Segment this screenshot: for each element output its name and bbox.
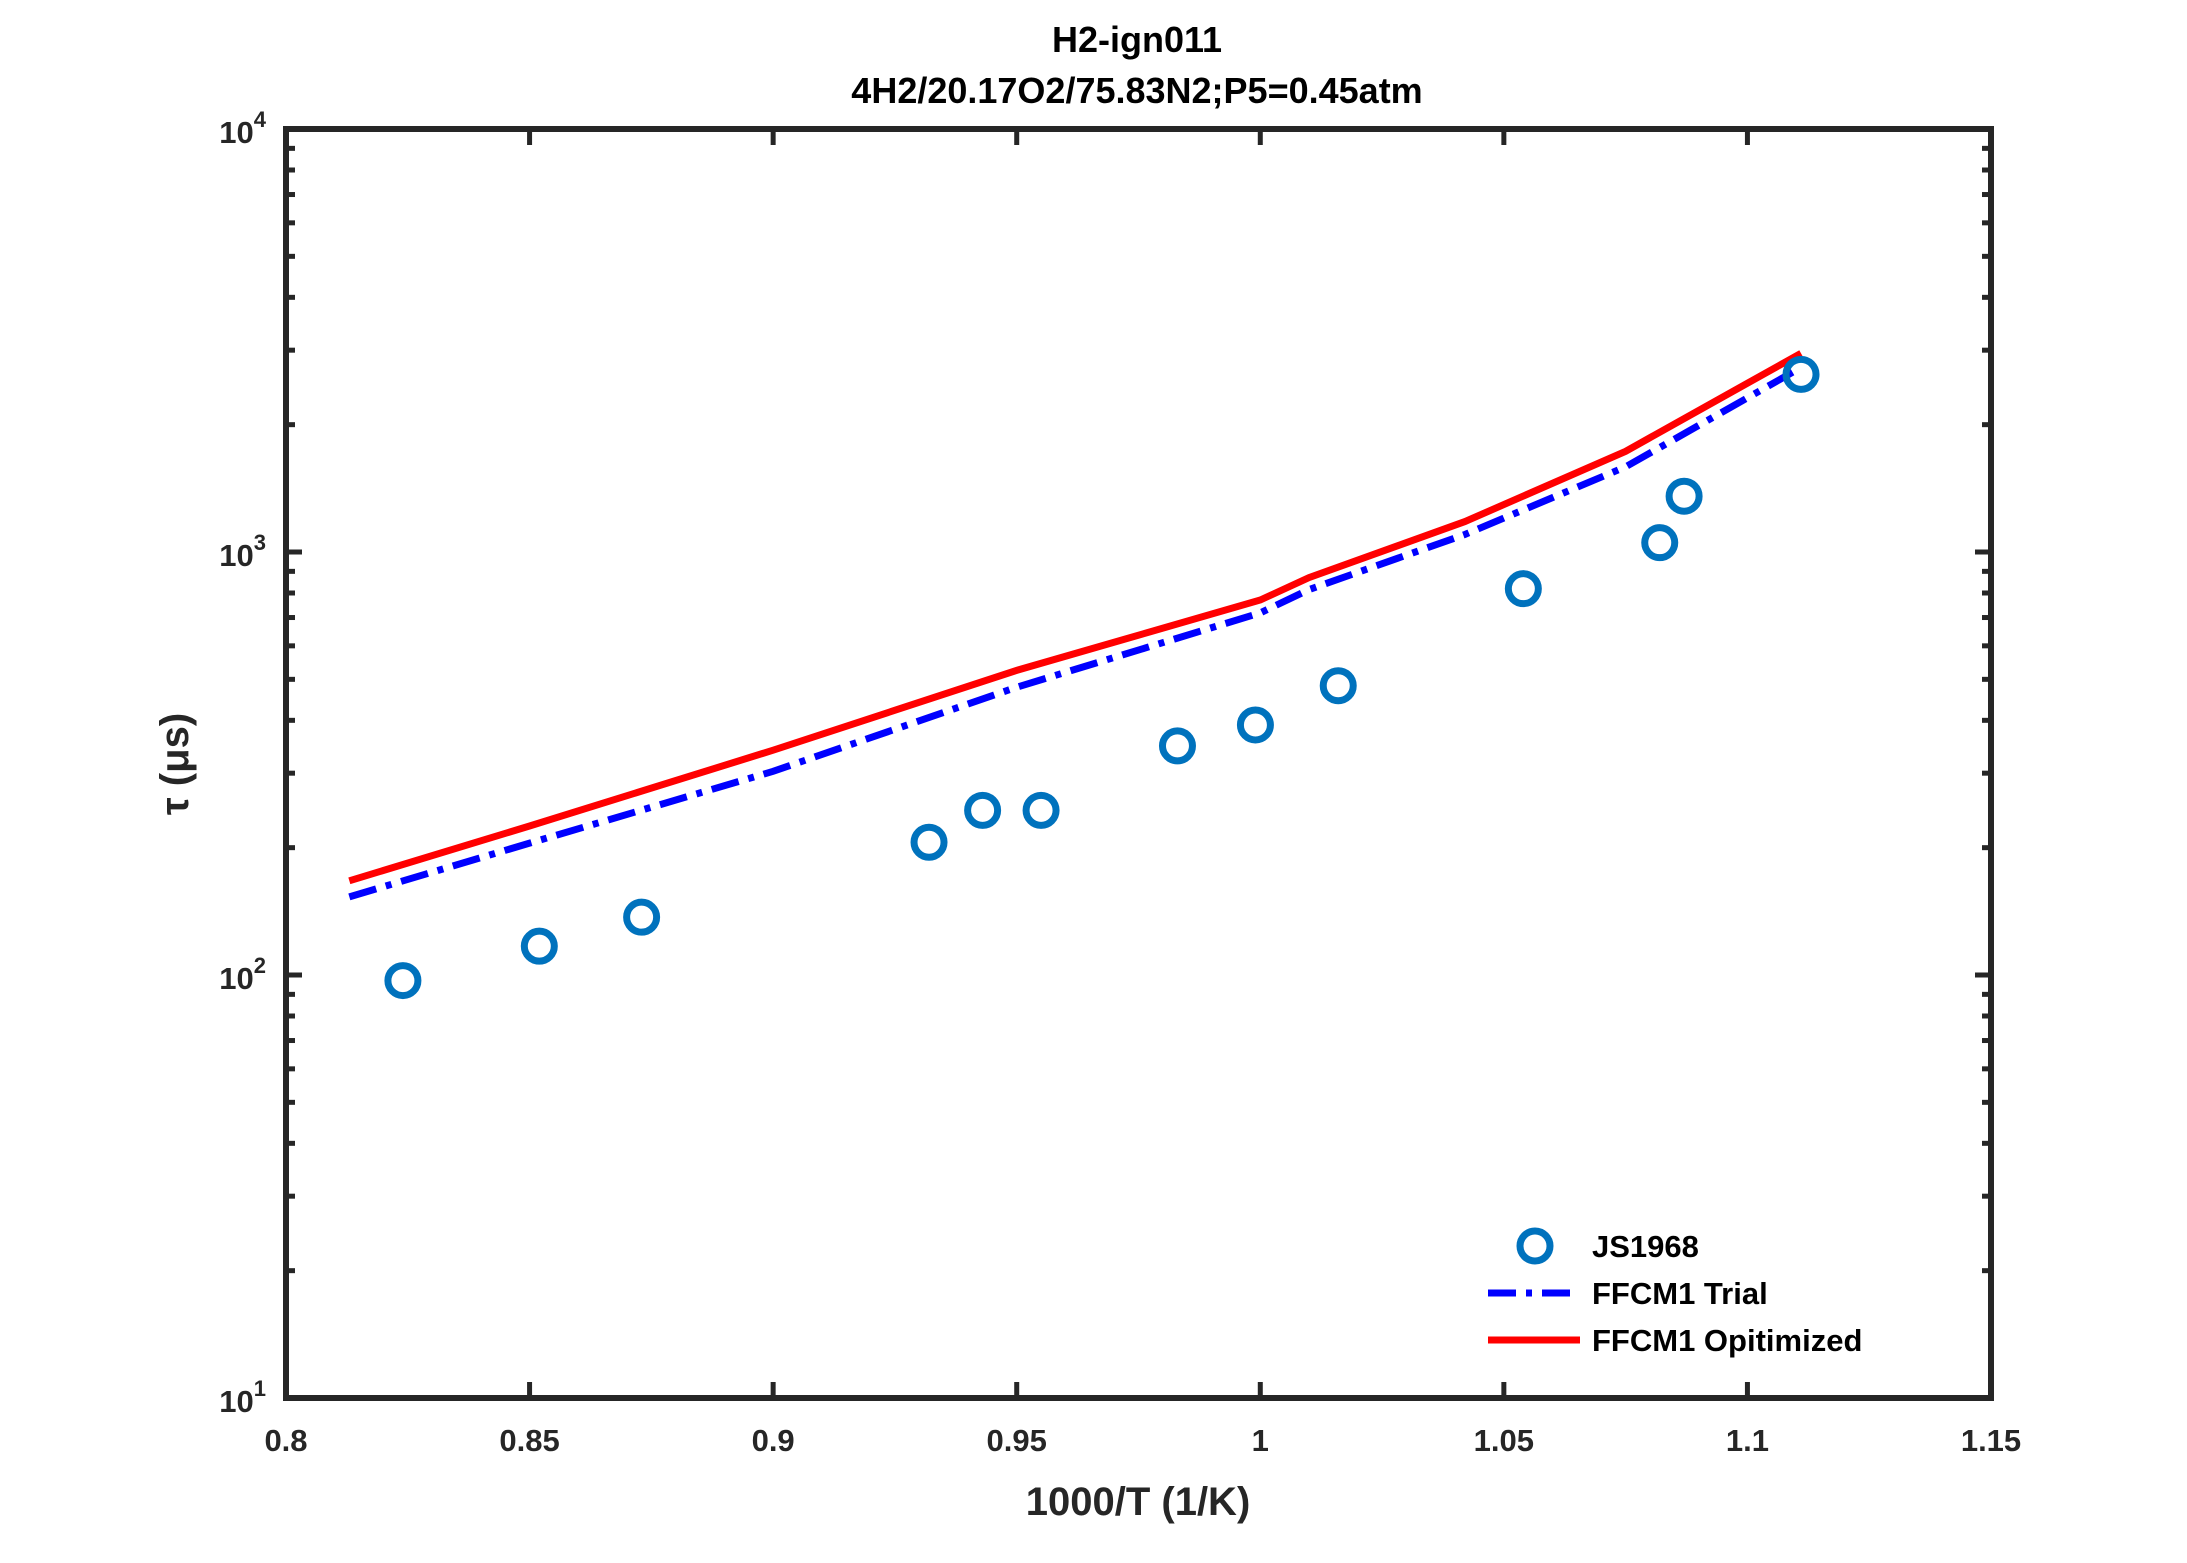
- y-tick-label: 104: [219, 107, 266, 150]
- y-tick-exponent: 3: [254, 530, 266, 555]
- y-tick-label: 103: [219, 530, 266, 573]
- y-tick-label: 101: [219, 1376, 266, 1419]
- data-point: [520, 927, 558, 965]
- y-tick-exponent: 1: [254, 1376, 266, 1401]
- data-point: [1782, 355, 1820, 393]
- x-tick-label: 1: [1252, 1423, 1269, 1458]
- x-tick-label: 1.05: [1474, 1423, 1534, 1458]
- data-point: [964, 791, 1002, 829]
- y-axis-label: τ (μs): [153, 713, 197, 815]
- x-tick-label: 0.85: [499, 1423, 559, 1458]
- chart-title: H2-ign011: [1052, 19, 1222, 60]
- legend-label: JS1968: [1592, 1229, 1699, 1264]
- x-tick-label: 0.9: [752, 1423, 795, 1458]
- series-line-ffcm1-opitimized: [348, 350, 1803, 885]
- data-point: [1319, 667, 1357, 705]
- data-point: [1022, 791, 1060, 829]
- data-point: [1158, 727, 1196, 765]
- data-point: [1641, 524, 1679, 562]
- data-point: [1236, 706, 1274, 744]
- legend-marker: [1516, 1227, 1554, 1265]
- y-tick-base: 10: [219, 1384, 253, 1419]
- y-tick-label: 102: [219, 953, 266, 996]
- y-tick-exponent: 2: [254, 953, 266, 978]
- data-point: [910, 823, 948, 861]
- legend-label: FFCM1 Trial: [1592, 1276, 1768, 1311]
- x-tick-label: 0.95: [987, 1423, 1047, 1458]
- legend-label: FFCM1 Opitimized: [1592, 1323, 1862, 1358]
- x-tick-label: 1.15: [1961, 1423, 2021, 1458]
- y-tick-base: 10: [219, 115, 253, 150]
- y-tick-base: 10: [219, 538, 253, 573]
- legend: JS1968 FFCM1 Trial FFCM1 Opitimized: [1488, 1227, 1862, 1358]
- plot-area-frame: [283, 126, 1994, 1401]
- x-axis-label: 1000/T (1/K): [1026, 1480, 1251, 1524]
- chart-subtitle: 4H2/20.17O2/75.83N2;P5=0.45atm: [851, 70, 1422, 111]
- data-point: [623, 898, 661, 936]
- y-tick-base: 10: [219, 961, 253, 996]
- y-tick-exponent: 4: [254, 107, 267, 132]
- x-tick-label: 0.8: [264, 1423, 307, 1458]
- series-line-ffcm1-trial: [348, 364, 1803, 901]
- data-point: [1665, 477, 1703, 515]
- x-tick-label: 1.1: [1726, 1423, 1769, 1458]
- data-point: [1504, 570, 1542, 608]
- data-point: [384, 962, 422, 1000]
